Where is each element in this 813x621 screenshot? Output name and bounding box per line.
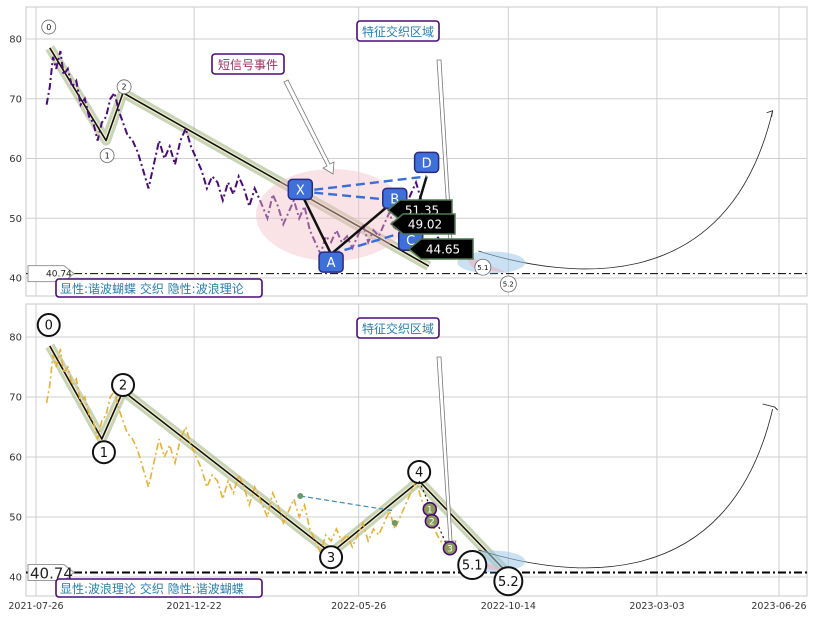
pattern-point-label: A bbox=[327, 256, 336, 271]
pattern-point-box bbox=[318, 251, 344, 273]
support-value-label: 40.74 bbox=[46, 270, 72, 280]
wave-marker-label: 4 bbox=[415, 466, 423, 481]
x-tick-label: 2021-07-26 bbox=[8, 601, 63, 612]
summary-box bbox=[55, 278, 263, 298]
pattern-point-box bbox=[413, 151, 440, 174]
short-signal-label: 短信号事件 bbox=[218, 58, 278, 72]
wave-marker-circle bbox=[111, 373, 136, 397]
channel-point bbox=[391, 520, 398, 526]
feature-zone-box bbox=[356, 20, 440, 42]
sub-wave-label: 1 bbox=[427, 506, 433, 516]
zigzag-line bbox=[49, 47, 430, 267]
price-callout-label: 44.65 bbox=[426, 243, 460, 257]
harmonic-dashed-lines bbox=[300, 175, 427, 256]
channel-point bbox=[297, 493, 304, 499]
pattern-point-box bbox=[287, 178, 314, 201]
pattern-point-label: D bbox=[422, 156, 432, 171]
x-tick-label: 2022-10-14 bbox=[481, 601, 536, 612]
sub-wave-label: 3 bbox=[447, 545, 453, 555]
y-tick-label: 60 bbox=[9, 154, 22, 165]
wave-marker-circle bbox=[99, 148, 115, 163]
x-tick-label: 2022-05-26 bbox=[331, 601, 386, 612]
feature-zone-label: 特征交织区域 bbox=[362, 321, 434, 336]
wave-marker-label: 5.2 bbox=[503, 280, 514, 288]
short-signal-zone bbox=[256, 169, 408, 261]
pattern-point-label: X bbox=[296, 183, 305, 198]
y-tick-label: 60 bbox=[9, 453, 22, 464]
wave-marker-label: 0 bbox=[45, 319, 53, 334]
wave-marker-label: 5.2 bbox=[498, 575, 519, 590]
summary-box bbox=[55, 578, 263, 598]
wave-marker-label: 0 bbox=[46, 23, 51, 32]
end-zone-wedge bbox=[463, 553, 509, 573]
sub-wave-marker bbox=[424, 513, 440, 529]
summary-label: 显性:波浪理论 交织 隐性:谐波蝴蝶 bbox=[60, 581, 244, 596]
wave-marker-label: 2 bbox=[122, 83, 127, 92]
wave-marker-label: 5.1 bbox=[462, 559, 483, 574]
wave-marker-label: 1 bbox=[100, 446, 108, 461]
wave-marker-circle bbox=[91, 440, 116, 465]
feature-zone-box bbox=[356, 317, 440, 339]
wave-marker-circle bbox=[36, 313, 61, 337]
price-series-line bbox=[45, 348, 454, 556]
price-series-line bbox=[45, 50, 454, 257]
support-value-label: 40.74 bbox=[30, 565, 73, 583]
x-tick-label: 2023-06-26 bbox=[751, 601, 806, 612]
wave-marker-circle bbox=[116, 79, 132, 95]
y-tick-label: 80 bbox=[9, 333, 22, 344]
summary-label: 显性:谐波蝴蝶 交织 隐性:波浪理论 bbox=[60, 281, 244, 296]
y-tick-label: 70 bbox=[9, 393, 22, 404]
feature-zone-label: 特征交织区域 bbox=[362, 24, 434, 39]
y-tick-label: 50 bbox=[9, 513, 22, 524]
wave-marker-circle bbox=[319, 545, 344, 570]
short-signal-arrow bbox=[283, 79, 335, 175]
price-tag-arrow bbox=[27, 265, 75, 283]
wave-marker-label: 5.1 bbox=[477, 264, 488, 272]
price-tag-arrow bbox=[27, 564, 75, 582]
plot-frame bbox=[25, 303, 808, 597]
price-callout bbox=[407, 238, 474, 260]
wave-marker-circle bbox=[457, 550, 488, 580]
wave-marker-label: 3 bbox=[327, 551, 335, 566]
y-tick-label: 40 bbox=[9, 573, 22, 584]
sub-wave-label: 2 bbox=[429, 518, 435, 528]
short-signal-box bbox=[211, 53, 285, 75]
wave-marker-label: 2 bbox=[119, 379, 127, 394]
x-tick-label: 2023-03-03 bbox=[629, 601, 684, 612]
projection-arrowhead bbox=[766, 110, 774, 117]
pattern-point-label: B bbox=[390, 192, 399, 207]
y-tick-label: 50 bbox=[9, 214, 22, 225]
end-zone-glow bbox=[457, 251, 526, 274]
pattern-point-label: C bbox=[406, 234, 415, 249]
wave-marker-circle bbox=[41, 19, 57, 35]
wave-marker-circle bbox=[493, 566, 524, 597]
projection-arrowhead bbox=[762, 403, 778, 411]
price-callout bbox=[389, 213, 456, 235]
y-tick-label: 40 bbox=[9, 274, 22, 285]
wave-marker-circle bbox=[499, 275, 517, 293]
wave-marker-circle bbox=[474, 258, 492, 276]
sub-wave-marker bbox=[442, 540, 458, 556]
price-callout-label: 49.02 bbox=[408, 218, 442, 232]
wave-marker-label: 1 bbox=[105, 151, 110, 160]
y-tick-label: 80 bbox=[9, 35, 22, 46]
x-tick-label: 2021-12-22 bbox=[167, 601, 222, 612]
y-tick-label: 70 bbox=[9, 94, 22, 105]
sub-wave-dotted bbox=[418, 480, 451, 554]
wave-marker-circle bbox=[407, 460, 432, 484]
